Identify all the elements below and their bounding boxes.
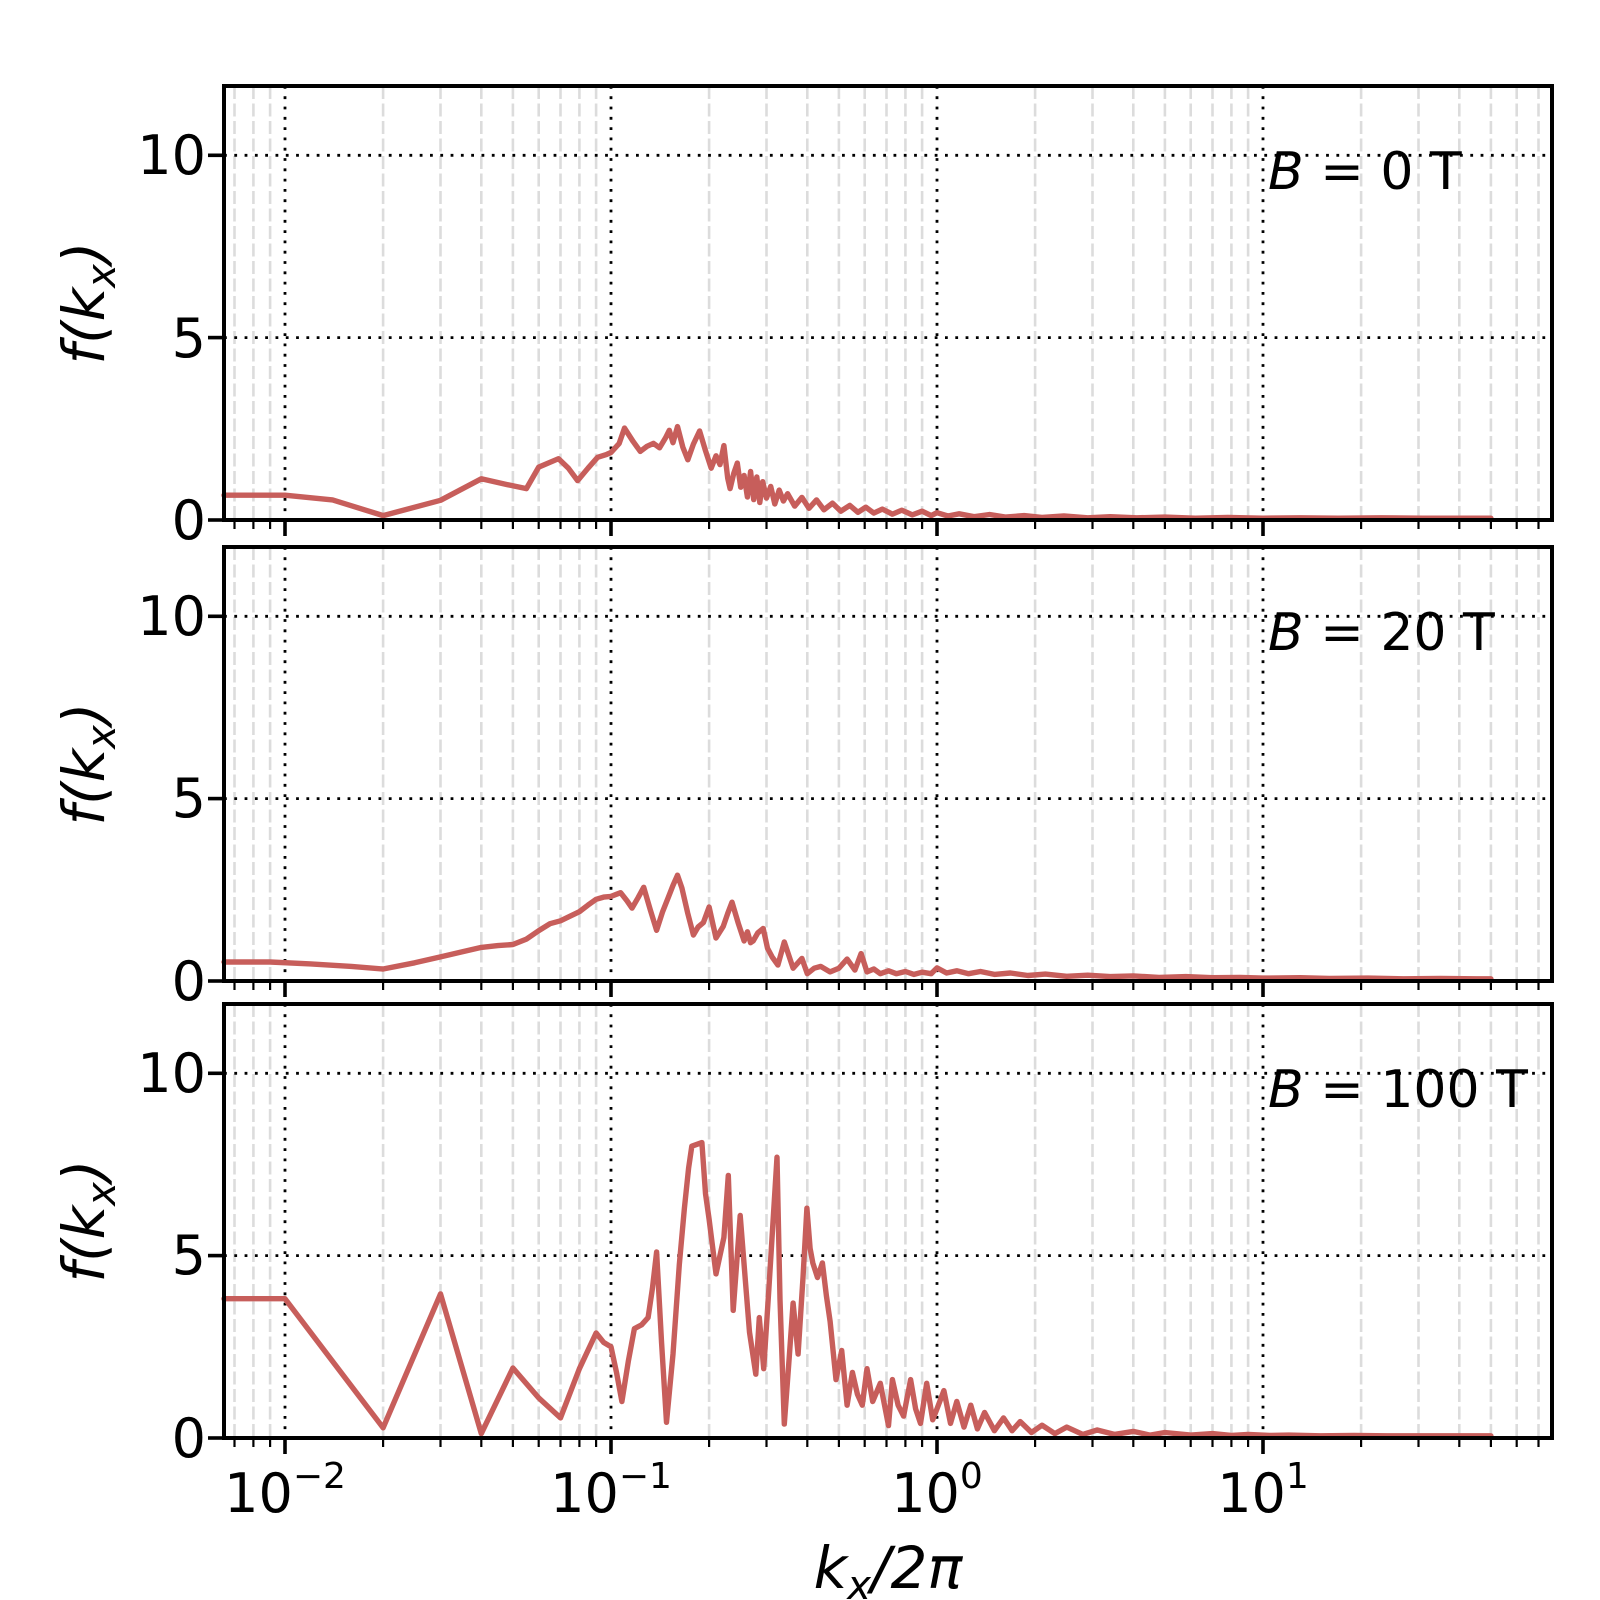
y-axis-label: f(kx) xyxy=(50,242,125,365)
y-tick-label: 5 xyxy=(172,307,206,370)
y-tick-label: 0 xyxy=(172,489,206,552)
panel-3 xyxy=(208,1002,1554,1454)
axes-frame xyxy=(222,1002,1554,1440)
x-tick-label: 10−1 xyxy=(550,1456,672,1525)
y-tick-label: 10 xyxy=(137,585,206,648)
x-axis-label: kx/2π xyxy=(814,1534,964,1600)
axes-frame xyxy=(222,84,1554,522)
x-tick-label: 100 xyxy=(891,1456,983,1525)
annotation-b20: B = 20 T xyxy=(1268,603,1495,663)
y-tick-label: 0 xyxy=(172,950,206,1013)
axes-frame xyxy=(222,545,1554,983)
plot-layer xyxy=(208,84,1554,1454)
x-tick-label: 10−2 xyxy=(224,1456,346,1525)
annotation-b100: B = 100 T xyxy=(1268,1060,1528,1120)
y-axis-label: f(kx) xyxy=(50,1160,125,1283)
y-axis-label: f(kx) xyxy=(50,703,125,826)
y-tick-label: 10 xyxy=(137,124,206,187)
y-tick-label: 5 xyxy=(172,767,206,830)
annotation-b0: B = 0 T xyxy=(1268,142,1462,202)
spectrum-line-b20t xyxy=(221,872,1494,982)
panel-2 xyxy=(208,545,1554,997)
spectrum-line-b100t xyxy=(221,1139,1494,1439)
x-tick-label: 101 xyxy=(1217,1456,1309,1525)
panel-1 xyxy=(208,84,1554,536)
spectrum-line-b0t xyxy=(221,423,1494,521)
y-tick-label: 10 xyxy=(137,1042,206,1105)
y-tick-label: 5 xyxy=(172,1224,206,1287)
y-tick-label: 0 xyxy=(172,1407,206,1470)
